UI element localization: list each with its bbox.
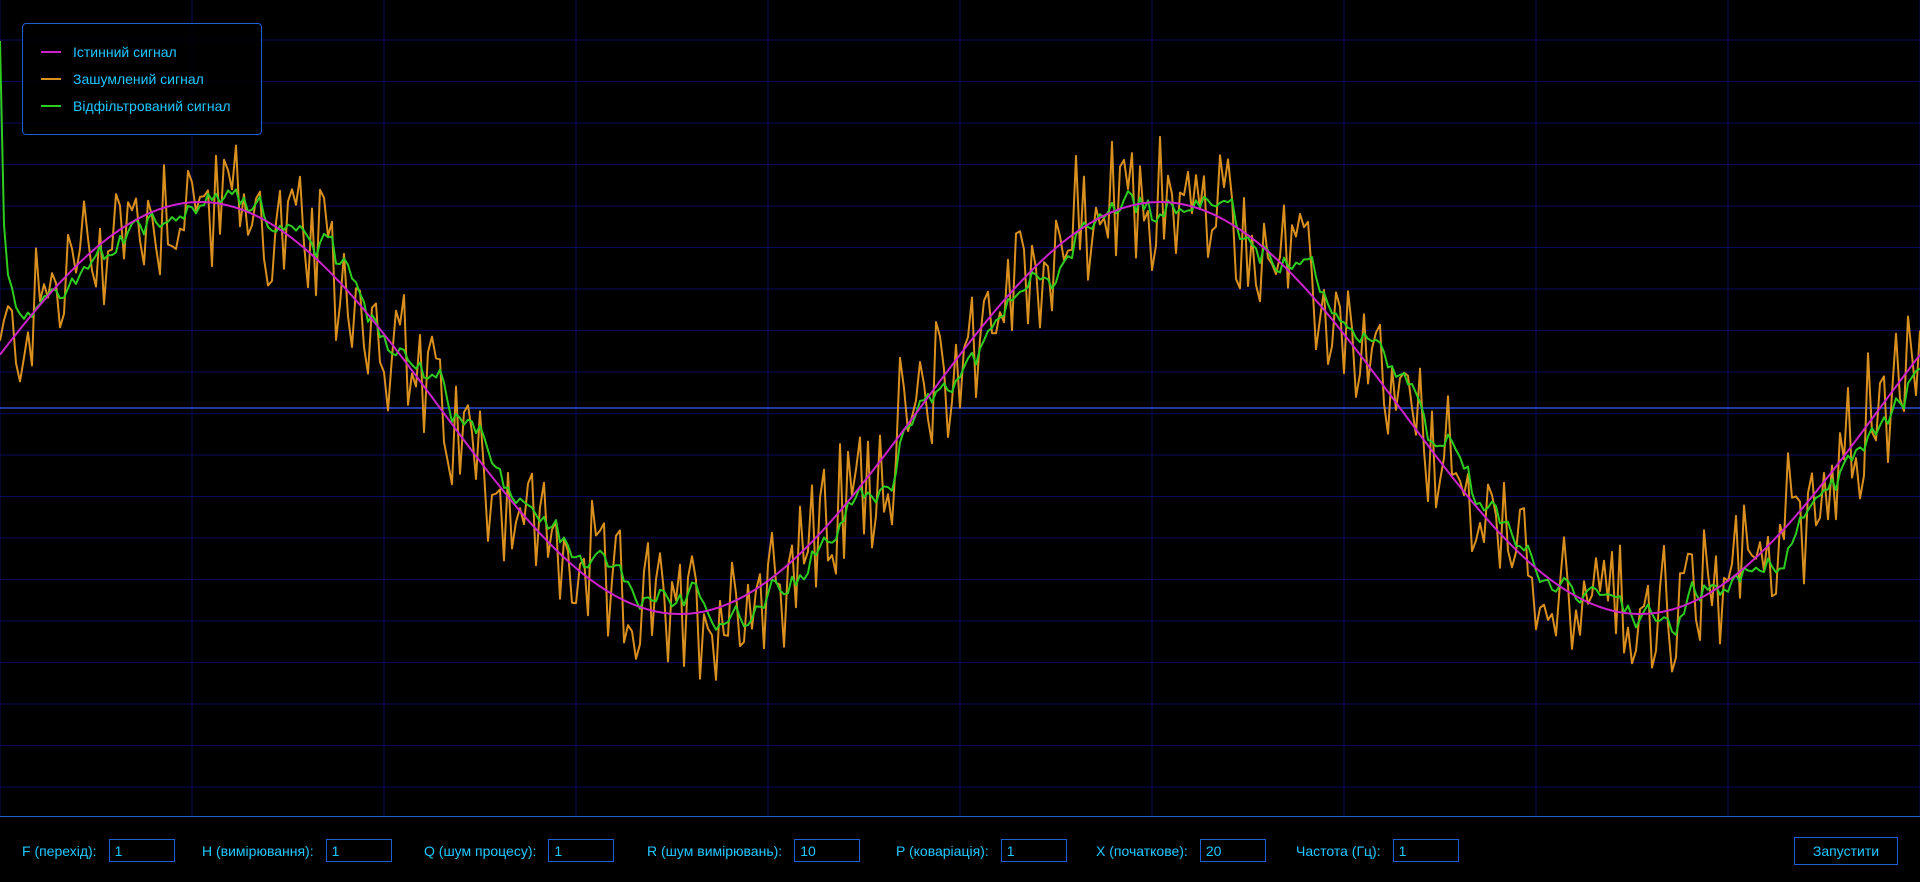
control-x-initial: X (початкове): xyxy=(1096,839,1266,862)
control-frequency: Частота (Гц): xyxy=(1296,839,1459,862)
legend-label-true: Істинний сигнал xyxy=(73,43,177,60)
control-f-transition: F (перехід): xyxy=(22,839,175,862)
legend-label-noisy: Зашумлений сигнал xyxy=(73,70,204,87)
input-p-covariance[interactable] xyxy=(1000,839,1067,862)
signal-chart xyxy=(0,0,1920,816)
label-r-measurement-noise: R (шум вимірювань): xyxy=(647,842,783,859)
series-layer xyxy=(0,40,1920,681)
legend-swatch-noisy xyxy=(41,77,61,80)
control-bar: F (перехід): H (вимірювання): Q (шум про… xyxy=(0,816,1920,882)
input-frequency[interactable] xyxy=(1392,839,1459,862)
label-h-measurement: H (вимірювання): xyxy=(202,842,314,859)
legend-label-filtered: Відфільтрований сигнал xyxy=(73,97,231,114)
grid-layer xyxy=(0,0,1920,816)
legend-item-noisy-signal: Зашумлений сигнал xyxy=(23,65,261,92)
input-f-transition[interactable] xyxy=(108,839,175,862)
true-signal-line xyxy=(0,201,1920,615)
noisy-signal-line xyxy=(0,135,1920,681)
legend-swatch-true xyxy=(41,50,61,53)
control-r-measurement-noise: R (шум вимірювань): xyxy=(647,839,861,862)
input-q-process-noise[interactable] xyxy=(548,839,615,862)
label-q-process-noise: Q (шум процесу): xyxy=(424,842,537,859)
label-f-transition: F (перехід): xyxy=(22,842,97,859)
control-h-measurement: H (вимірювання): xyxy=(202,839,392,862)
legend-item-filtered-signal: Відфільтрований сигнал xyxy=(23,92,261,119)
label-x-initial: X (початкове): xyxy=(1096,842,1188,859)
label-frequency: Частота (Гц): xyxy=(1296,842,1381,859)
filtered-signal-line xyxy=(0,40,1920,636)
run-button[interactable]: Запустити xyxy=(1794,837,1898,865)
input-r-measurement-noise[interactable] xyxy=(794,839,861,862)
control-q-process-noise: Q (шум процесу): xyxy=(424,839,615,862)
legend-swatch-filtered xyxy=(41,104,61,107)
label-p-covariance: P (коваріація): xyxy=(896,842,989,859)
control-p-covariance: P (коваріація): xyxy=(896,839,1067,862)
legend-item-true-signal: Істинний сигнал xyxy=(23,38,261,65)
legend: Істинний сигнал Зашумлений сигнал Відфіл… xyxy=(22,23,262,135)
input-x-initial[interactable] xyxy=(1199,839,1266,862)
plot-area: Істинний сигнал Зашумлений сигнал Відфіл… xyxy=(0,0,1920,816)
input-h-measurement[interactable] xyxy=(325,839,392,862)
